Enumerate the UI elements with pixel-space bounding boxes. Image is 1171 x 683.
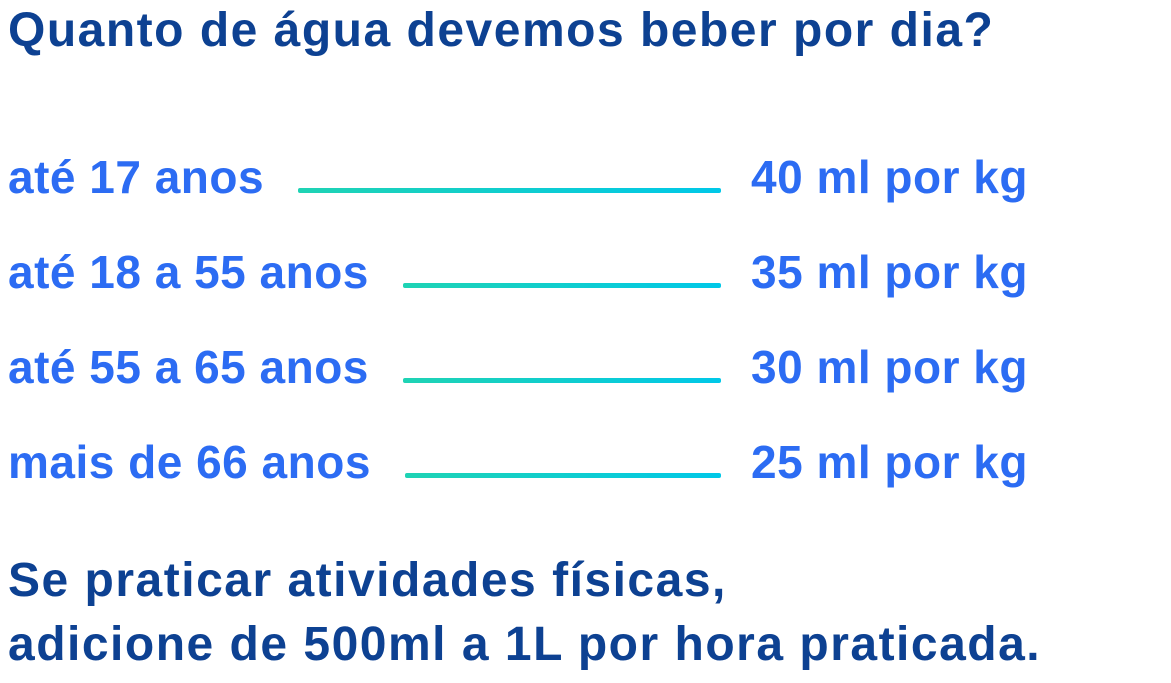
table-row: até 17 anos 40 ml por kg <box>8 144 1171 206</box>
water-amount-value: 35 ml por kg <box>751 246 1028 299</box>
age-range-label: até 17 anos <box>8 151 265 204</box>
water-amount-value: 30 ml por kg <box>751 341 1028 394</box>
water-amount-value: 25 ml por kg <box>751 436 1028 489</box>
connector-line <box>402 283 721 289</box>
footer-note: Se praticar atividades físicas, adicione… <box>8 549 1171 677</box>
age-range-label: até 18 a 55 anos <box>8 246 369 299</box>
page-title: Quanto de água devemos beber por dia? <box>8 4 995 57</box>
water-amount-value: 40 ml por kg <box>751 151 1028 204</box>
connector-line <box>402 378 721 384</box>
connector-line <box>298 188 721 194</box>
table-row: mais de 66 anos 25 ml por kg <box>8 429 1171 491</box>
footer-line-1: Se praticar atividades físicas, <box>8 554 727 608</box>
table-row: até 18 a 55 anos 35 ml por kg <box>8 239 1171 301</box>
age-range-label: mais de 66 anos <box>8 436 371 489</box>
connector-line <box>404 473 721 479</box>
age-range-label: até 55 a 65 anos <box>8 341 369 394</box>
age-intake-table: até 17 anos 40 ml por kg até 18 a 55 ano… <box>8 144 1171 491</box>
table-row: até 55 a 65 anos 30 ml por kg <box>8 334 1171 396</box>
footer-line-2: adicione de 500ml a 1L por hora praticad… <box>8 618 1042 672</box>
